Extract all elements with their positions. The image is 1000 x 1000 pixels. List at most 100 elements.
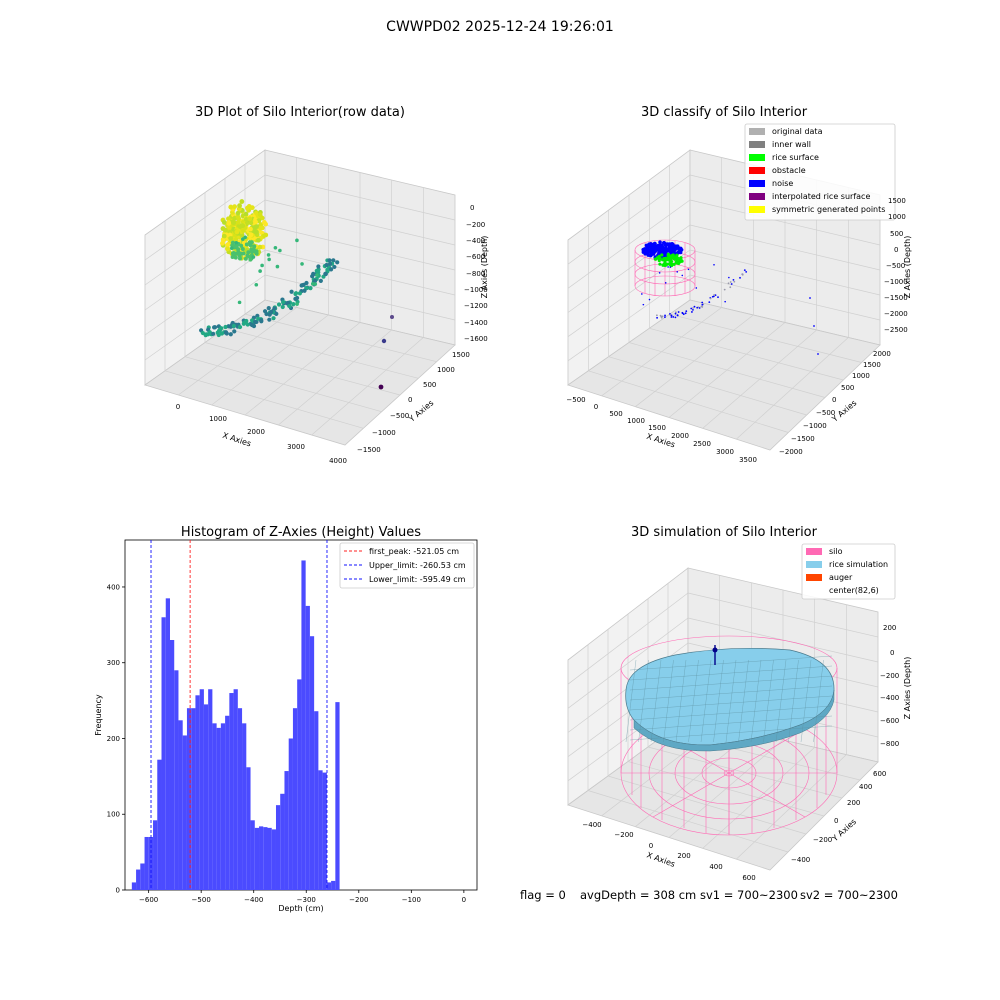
sim-ytick-label: −400 — [791, 856, 810, 864]
cls-ytick-label: −1000 — [803, 422, 827, 430]
data-point — [709, 297, 712, 300]
data-point — [264, 311, 269, 317]
mesh-line — [738, 659, 749, 743]
sv1-range: sv1 = 700~2300 — [700, 888, 798, 902]
data-point — [253, 229, 259, 235]
data-point — [237, 300, 242, 305]
histogram-x-ticks: −600 −500 −400 −300 −200 −100 0 — [139, 890, 466, 904]
mesh-line — [625, 659, 637, 743]
histogram-bar — [203, 704, 209, 890]
legend-label: symmetric generated points — [772, 205, 885, 214]
data-point — [312, 278, 318, 283]
raw-plot-x-ticks: 0 1000 2000 3000 4000 — [176, 403, 347, 465]
histogram-bar — [186, 708, 192, 890]
histogram-bar — [153, 820, 158, 890]
flag-status: flag = 0 — [520, 888, 566, 902]
mesh-line — [725, 659, 737, 743]
histogram-bar — [178, 720, 183, 890]
data-point — [692, 308, 694, 311]
histogram-bar — [165, 598, 170, 890]
data-point — [233, 255, 238, 260]
data-point — [664, 256, 668, 260]
histogram-bar — [271, 829, 276, 890]
data-point — [295, 238, 299, 243]
y-tick-label: 400 — [107, 583, 120, 591]
data-point — [813, 325, 815, 327]
data-point — [674, 316, 677, 319]
data-point — [681, 312, 684, 315]
data-point — [257, 212, 263, 217]
data-point — [235, 210, 241, 216]
legend-label: center(82,6) — [829, 586, 879, 595]
cls-xtick-label: 0 — [594, 403, 598, 411]
data-point — [237, 203, 242, 209]
data-point — [275, 264, 280, 269]
data-point — [685, 310, 688, 313]
legend-label: auger — [829, 573, 853, 582]
data-point — [252, 319, 258, 325]
data-point — [329, 267, 334, 272]
raw-ytick-label: 500 — [423, 381, 436, 389]
mesh-line — [775, 659, 787, 743]
cls-xtick-label: 500 — [609, 410, 622, 418]
histogram-title: Histogram of Z-Axies (Height) Values — [181, 525, 421, 540]
data-point — [649, 248, 654, 253]
data-point — [235, 214, 241, 220]
data-point — [232, 329, 237, 334]
legend-label: noise — [772, 179, 793, 188]
raw-xtick-label: 0 — [176, 403, 180, 411]
data-point — [739, 276, 741, 279]
data-point — [263, 221, 268, 227]
data-point — [327, 258, 332, 263]
cls-ytick-label: −1500 — [791, 435, 815, 443]
data-point — [253, 219, 258, 225]
data-point — [231, 250, 236, 255]
data-point — [641, 293, 643, 295]
histogram-bar — [199, 689, 204, 890]
data-point — [672, 262, 676, 266]
x-tick-label: −100 — [402, 896, 421, 904]
histogram-bar — [305, 605, 310, 890]
data-point — [204, 332, 209, 337]
cls-ytick-label: −500 — [816, 409, 835, 417]
data-point — [332, 264, 337, 270]
data-point — [216, 332, 221, 338]
data-point — [651, 252, 656, 256]
histogram-bar — [297, 679, 302, 890]
histogram-bar — [267, 827, 272, 890]
data-point — [643, 252, 648, 256]
data-point — [649, 243, 653, 247]
data-point — [657, 251, 661, 255]
sim-ztick-label: −200 — [880, 672, 899, 680]
cls-xtick-label: −500 — [566, 396, 585, 404]
legend-frame — [339, 542, 475, 589]
raw-ytick-label: −1500 — [357, 446, 381, 454]
data-point — [675, 253, 679, 257]
raw-ztick-label: −800 — [466, 270, 485, 278]
data-point — [224, 242, 230, 248]
data-point — [658, 247, 662, 252]
classify-plot-x-ticks: −500 0 500 1000 1500 2000 2500 3000 3500 — [566, 396, 757, 464]
sim-xtick-label: −400 — [582, 821, 601, 829]
data-point — [291, 302, 296, 307]
data-point — [254, 282, 259, 287]
cls-ytick-label: 2000 — [873, 350, 891, 358]
mesh-line — [688, 659, 699, 743]
histogram-bar — [195, 695, 200, 890]
cls-ztick-label: −1500 — [884, 294, 908, 302]
histogram-bar — [331, 880, 336, 890]
raw-ztick-label: −600 — [466, 253, 485, 261]
cls-ztick-label: 0 — [894, 246, 898, 254]
sim-ytick-label: 0 — [834, 817, 838, 825]
histogram-bar — [182, 735, 187, 890]
x-tick-label: −600 — [139, 896, 158, 904]
data-point — [318, 278, 323, 283]
raw-ztick-label: −200 — [466, 221, 485, 229]
sim-plot-xlabel: X Axies — [645, 850, 676, 869]
data-point — [280, 304, 285, 310]
depth-histogram: Histogram of Z-Axies (Height) Values −60… — [94, 525, 478, 913]
histogram-bar — [259, 826, 264, 890]
legend-entry: center(82,6) — [806, 586, 879, 595]
data-point — [267, 317, 272, 322]
